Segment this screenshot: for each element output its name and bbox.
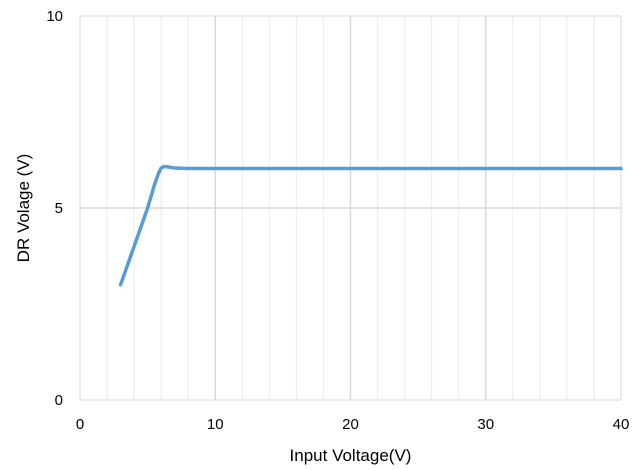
series-line-0 — [118, 164, 623, 287]
plot-border — [79, 15, 622, 401]
x-tick-label: 40 — [613, 416, 630, 433]
x-tick-label: 30 — [477, 416, 494, 433]
x-axis-title: Input Voltage(V) — [290, 446, 412, 465]
y-tick-label: 5 — [55, 200, 63, 217]
y-tick-labels: 0 5 10 — [46, 8, 63, 409]
x-tick-label: 0 — [76, 416, 84, 433]
series-layer — [118, 164, 623, 287]
y-tick-label: 10 — [46, 8, 63, 25]
y-axis-title: DR Volage (V) — [14, 154, 33, 263]
x-tick-labels: 0 10 20 30 40 — [76, 416, 630, 433]
major-grid — [80, 16, 621, 400]
y-tick-label: 0 — [55, 392, 63, 409]
x-tick-label: 10 — [207, 416, 224, 433]
x-tick-label: 20 — [342, 416, 359, 433]
